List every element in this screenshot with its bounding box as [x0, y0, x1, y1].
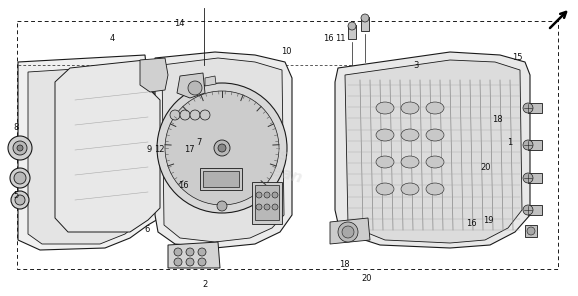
Text: 18: 18	[339, 260, 349, 269]
Circle shape	[180, 110, 190, 120]
Ellipse shape	[426, 183, 444, 195]
Text: 19: 19	[483, 216, 494, 225]
Bar	[255, 185, 279, 220]
Bar	[528, 173, 542, 183]
Circle shape	[198, 248, 206, 256]
Polygon shape	[155, 52, 292, 248]
Bar	[361, 17, 369, 31]
Polygon shape	[345, 60, 522, 243]
Circle shape	[523, 103, 533, 113]
Circle shape	[188, 81, 202, 95]
Circle shape	[527, 227, 535, 235]
Text: 18: 18	[492, 115, 502, 124]
Ellipse shape	[376, 102, 394, 114]
Ellipse shape	[426, 156, 444, 168]
Ellipse shape	[376, 129, 394, 141]
Circle shape	[264, 204, 270, 210]
Bar	[252, 182, 282, 224]
Polygon shape	[28, 65, 158, 244]
Circle shape	[15, 195, 25, 205]
Circle shape	[272, 192, 278, 198]
Bar	[528, 140, 542, 150]
Circle shape	[338, 222, 358, 242]
Text: 10: 10	[281, 47, 291, 56]
Ellipse shape	[376, 156, 394, 168]
Text: 5: 5	[13, 191, 19, 200]
Text: Parts
European: Parts European	[221, 134, 309, 186]
Text: 16: 16	[323, 34, 334, 43]
Bar	[525, 225, 537, 237]
Circle shape	[200, 110, 210, 120]
Bar	[203, 171, 239, 187]
Text: 20: 20	[362, 274, 372, 283]
Polygon shape	[205, 76, 216, 86]
Circle shape	[198, 258, 206, 266]
Bar	[17, 21, 558, 269]
Ellipse shape	[401, 102, 419, 114]
Circle shape	[170, 110, 180, 120]
Text: 7: 7	[197, 138, 202, 147]
Text: 15: 15	[512, 53, 523, 62]
Circle shape	[174, 248, 182, 256]
Circle shape	[8, 136, 32, 160]
Ellipse shape	[426, 102, 444, 114]
Circle shape	[523, 205, 533, 215]
Text: 16: 16	[179, 181, 189, 189]
Circle shape	[14, 172, 26, 184]
Text: 14: 14	[174, 19, 184, 28]
Circle shape	[523, 140, 533, 150]
Circle shape	[186, 248, 194, 256]
Bar	[528, 103, 542, 113]
Text: 2: 2	[202, 280, 208, 289]
Circle shape	[256, 192, 262, 198]
Ellipse shape	[401, 183, 419, 195]
Circle shape	[190, 110, 200, 120]
Text: 9: 9	[146, 145, 152, 154]
Polygon shape	[335, 52, 530, 248]
Circle shape	[272, 204, 278, 210]
Circle shape	[218, 144, 226, 152]
Circle shape	[256, 204, 262, 210]
Bar	[348, 25, 356, 39]
Circle shape	[165, 91, 279, 205]
Text: 8: 8	[13, 123, 19, 132]
Polygon shape	[140, 58, 168, 92]
Ellipse shape	[426, 129, 444, 141]
Polygon shape	[18, 55, 165, 250]
Text: 16: 16	[466, 219, 476, 228]
Circle shape	[217, 201, 227, 211]
Circle shape	[523, 173, 533, 183]
Polygon shape	[162, 58, 284, 242]
Text: 12: 12	[154, 145, 164, 154]
Text: 11: 11	[335, 34, 345, 43]
Bar	[528, 205, 542, 215]
Ellipse shape	[401, 129, 419, 141]
Circle shape	[17, 145, 23, 151]
Circle shape	[214, 140, 230, 156]
Bar	[200, 168, 242, 190]
Polygon shape	[177, 73, 205, 98]
Circle shape	[264, 192, 270, 198]
Circle shape	[10, 168, 30, 188]
Polygon shape	[168, 242, 220, 268]
Circle shape	[157, 83, 287, 213]
Circle shape	[174, 258, 182, 266]
Polygon shape	[330, 218, 370, 244]
Text: 17: 17	[184, 145, 195, 154]
Text: 3: 3	[413, 61, 419, 70]
Text: 20: 20	[480, 163, 491, 172]
Circle shape	[11, 191, 29, 209]
Circle shape	[361, 14, 369, 22]
Ellipse shape	[376, 183, 394, 195]
Text: 1: 1	[507, 138, 513, 147]
Circle shape	[186, 258, 194, 266]
Text: 4: 4	[110, 34, 116, 43]
Ellipse shape	[401, 156, 419, 168]
Circle shape	[348, 22, 356, 30]
Polygon shape	[55, 60, 160, 232]
Circle shape	[342, 226, 354, 238]
Circle shape	[13, 141, 27, 155]
Text: 6: 6	[144, 225, 150, 234]
